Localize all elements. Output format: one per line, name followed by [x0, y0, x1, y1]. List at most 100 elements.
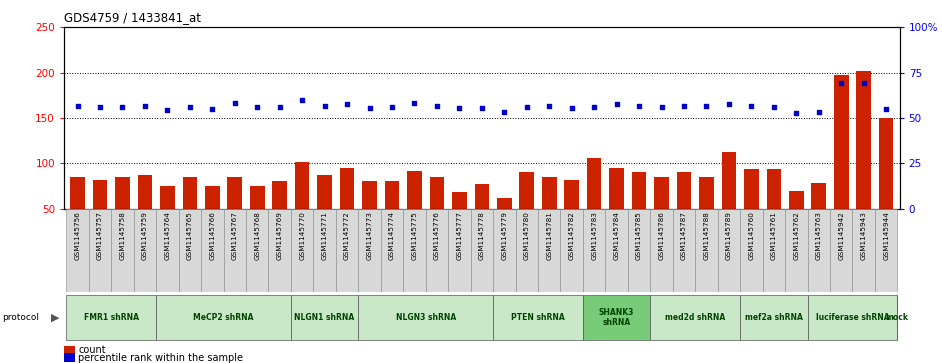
Bar: [156, 295, 291, 340]
Text: GSM1145782: GSM1145782: [569, 211, 575, 260]
Text: GSM1145777: GSM1145777: [456, 211, 463, 260]
Bar: [223, 209, 246, 292]
Text: GSM1145784: GSM1145784: [613, 211, 620, 260]
Point: [407, 101, 422, 106]
Point: [115, 104, 130, 110]
Bar: [358, 209, 381, 292]
Bar: [66, 295, 156, 340]
Bar: [744, 169, 758, 254]
Text: GSM1145944: GSM1145944: [884, 211, 889, 260]
Bar: [493, 295, 583, 340]
Text: MeCP2 shRNA: MeCP2 shRNA: [193, 313, 253, 322]
Bar: [384, 182, 399, 254]
Bar: [695, 209, 718, 292]
Bar: [834, 75, 849, 254]
Point: [183, 104, 198, 110]
Text: GSM1145789: GSM1145789: [726, 211, 732, 260]
Bar: [785, 209, 807, 292]
Text: PTEN shRNA: PTEN shRNA: [512, 313, 565, 322]
Point: [384, 104, 399, 110]
Point: [496, 109, 512, 114]
Bar: [71, 177, 85, 254]
Bar: [676, 172, 691, 254]
Bar: [673, 209, 695, 292]
Bar: [519, 172, 534, 254]
Text: GSM1145943: GSM1145943: [861, 211, 867, 260]
Bar: [363, 182, 377, 254]
Bar: [606, 209, 627, 292]
Text: NLGN1 shRNA: NLGN1 shRNA: [295, 313, 355, 322]
Point: [811, 109, 826, 114]
Bar: [583, 295, 650, 340]
Bar: [497, 198, 512, 254]
Text: GSM1145776: GSM1145776: [434, 211, 440, 260]
Bar: [767, 169, 781, 254]
Bar: [856, 71, 871, 254]
Bar: [632, 172, 646, 254]
Text: SHANK3
shRNA: SHANK3 shRNA: [599, 308, 634, 327]
Bar: [92, 180, 107, 254]
Point: [587, 104, 602, 110]
Point: [519, 104, 534, 110]
Point: [834, 81, 849, 86]
Bar: [111, 209, 134, 292]
Text: GSM1145786: GSM1145786: [658, 211, 664, 260]
Point: [160, 107, 175, 113]
Bar: [452, 192, 466, 254]
Bar: [205, 186, 219, 254]
Text: GSM1145773: GSM1145773: [366, 211, 372, 260]
Text: NLGN3 shRNA: NLGN3 shRNA: [396, 313, 456, 322]
Text: mock: mock: [885, 313, 909, 322]
Bar: [340, 168, 354, 254]
Point: [70, 103, 85, 109]
Bar: [134, 209, 156, 292]
Text: ▶: ▶: [51, 313, 59, 323]
Bar: [718, 209, 740, 292]
Bar: [138, 175, 153, 254]
Point: [542, 103, 557, 109]
Text: GSM1145760: GSM1145760: [748, 211, 755, 260]
Point: [654, 104, 669, 110]
Bar: [650, 209, 673, 292]
Bar: [358, 295, 493, 340]
Point: [564, 105, 579, 111]
Point: [474, 105, 490, 111]
Point: [631, 103, 646, 109]
Text: GSM1145774: GSM1145774: [389, 211, 395, 260]
Text: GSM1145761: GSM1145761: [771, 211, 777, 260]
Text: GSM1145757: GSM1145757: [97, 211, 103, 260]
Bar: [89, 209, 111, 292]
Text: FMR1 shRNA: FMR1 shRNA: [84, 313, 138, 322]
Bar: [227, 177, 242, 254]
Bar: [627, 209, 650, 292]
Text: GSM1145772: GSM1145772: [344, 211, 350, 260]
Text: protocol: protocol: [2, 313, 39, 322]
Bar: [875, 209, 898, 292]
Text: GSM1145758: GSM1145758: [120, 211, 125, 260]
Point: [430, 103, 445, 109]
Point: [609, 101, 625, 107]
Bar: [560, 209, 583, 292]
Point: [295, 97, 310, 103]
Text: GSM1145759: GSM1145759: [142, 211, 148, 260]
Bar: [403, 209, 426, 292]
Bar: [587, 158, 601, 254]
Text: med2d shRNA: med2d shRNA: [665, 313, 725, 322]
Bar: [740, 295, 807, 340]
Bar: [314, 209, 336, 292]
Bar: [272, 182, 287, 254]
Text: GSM1145778: GSM1145778: [479, 211, 485, 260]
Text: GSM1145756: GSM1145756: [74, 211, 80, 260]
Text: GSM1145769: GSM1145769: [277, 211, 283, 260]
Bar: [160, 186, 174, 254]
Point: [362, 105, 377, 111]
Bar: [811, 183, 826, 254]
Bar: [115, 177, 130, 254]
Text: GSM1145942: GSM1145942: [838, 211, 844, 260]
Bar: [179, 209, 201, 292]
Text: count: count: [78, 345, 106, 355]
Bar: [542, 177, 557, 254]
Point: [744, 103, 759, 109]
Text: GSM1145775: GSM1145775: [412, 211, 417, 260]
Bar: [650, 295, 740, 340]
